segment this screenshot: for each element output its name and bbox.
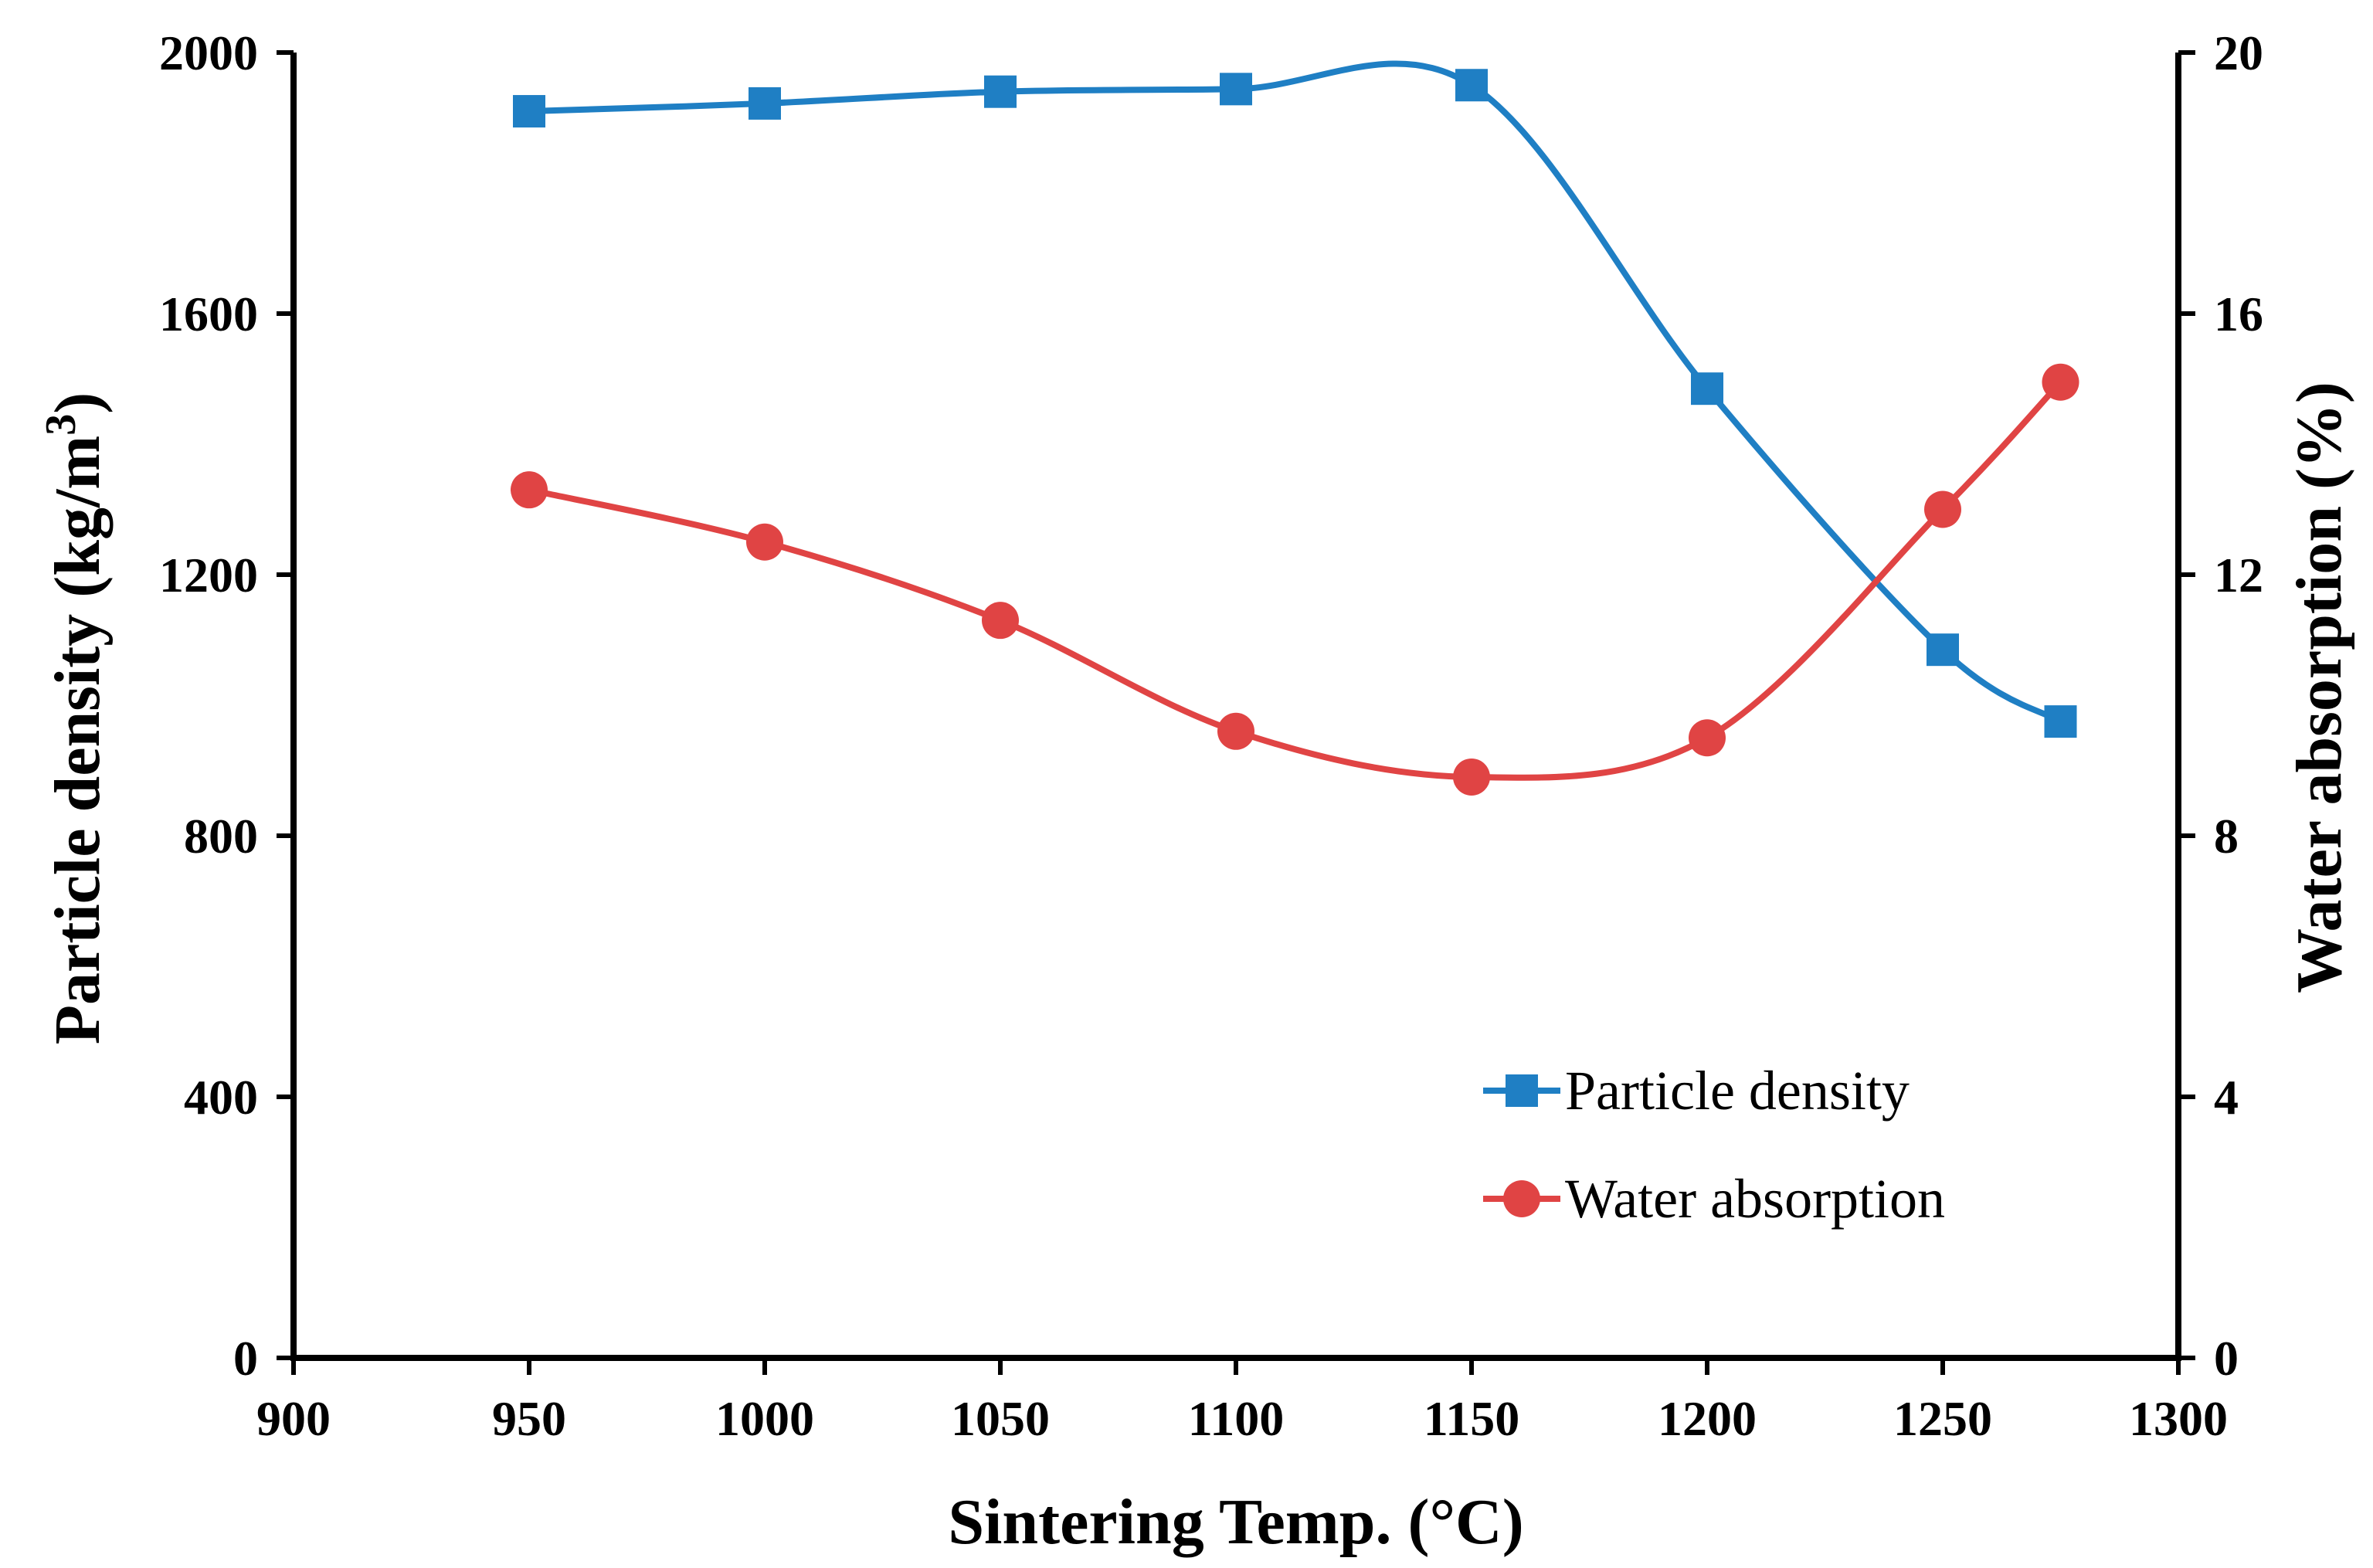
- data-point: [1927, 633, 1959, 667]
- x-tick-label: 1100: [1188, 1391, 1284, 1446]
- x-tick-label: 1300: [2129, 1391, 2228, 1446]
- data-point: [2044, 705, 2077, 738]
- legend-label: Particle density: [1565, 1060, 1910, 1122]
- data-point: [1689, 719, 1726, 757]
- y-left-tick-label: 400: [184, 1070, 258, 1125]
- y-right-tick-label: 8: [2214, 809, 2239, 864]
- y-left-tick-label: 800: [184, 809, 258, 864]
- x-tick-label: 1200: [1658, 1391, 1757, 1446]
- x-tick-label: 900: [256, 1391, 331, 1446]
- data-point: [1924, 490, 1961, 528]
- legend-entry: Water absorption: [1483, 1168, 1945, 1230]
- data-point: [513, 95, 545, 128]
- data-point: [2042, 363, 2079, 401]
- series-line: [526, 378, 2064, 781]
- data-point: [984, 75, 1017, 108]
- y-left-tick-label: 1600: [159, 287, 258, 341]
- x-tick-label: 950: [492, 1391, 566, 1446]
- data-point: [1453, 758, 1490, 796]
- legend-marker: [1503, 1180, 1540, 1217]
- y-axis-left-title: Particle density (kg/m3): [37, 392, 114, 1045]
- x-tick-label: 1000: [715, 1391, 814, 1446]
- data-point: [1220, 73, 1252, 106]
- y-left-tick-label: 1200: [159, 548, 258, 602]
- x-tick-label: 1050: [951, 1391, 1050, 1446]
- series-particle-density: [513, 60, 2077, 738]
- series-line: [526, 60, 2064, 725]
- y-axis-left-title-main: Particle density (kg/m: [42, 436, 114, 1045]
- x-tick-label: 1150: [1424, 1391, 1519, 1446]
- data-point: [746, 523, 783, 561]
- y-axis-left-title-superscript: 3: [37, 414, 85, 436]
- y-right-tick-label: 16: [2214, 287, 2263, 341]
- y-left-tick-label: 2000: [159, 25, 258, 80]
- x-tick-label: 1250: [1893, 1391, 1992, 1446]
- series-layer: [511, 60, 2079, 796]
- legend: Particle density Water absorption: [1483, 1060, 1945, 1230]
- legend-entry: Particle density: [1483, 1060, 1910, 1122]
- legend-label: Water absorption: [1565, 1168, 1945, 1230]
- axes: 900 950 1000 1050 1100 1150 1200 1250 1300040080…: [159, 25, 2263, 1446]
- data-point: [982, 602, 1019, 640]
- y-axis-right-title: Water absorption (%): [2283, 382, 2355, 993]
- data-point: [1691, 372, 1723, 406]
- y-left-tick-label: 0: [233, 1331, 258, 1386]
- data-point: [1455, 69, 1488, 102]
- legend-marker: [1506, 1074, 1538, 1107]
- data-point: [749, 87, 781, 120]
- y-right-tick-label: 4: [2214, 1070, 2239, 1125]
- data-point: [1217, 712, 1254, 750]
- y-right-tick-label: 12: [2214, 548, 2263, 602]
- y-right-tick-label: 0: [2214, 1331, 2239, 1386]
- series-water-absorption: [511, 363, 2079, 796]
- y-axis-left-title-close: ): [42, 392, 114, 414]
- data-point: [511, 471, 548, 509]
- x-axis-title: Sintering Temp. (°C): [948, 1486, 1523, 1558]
- y-right-tick-label: 20: [2214, 25, 2263, 80]
